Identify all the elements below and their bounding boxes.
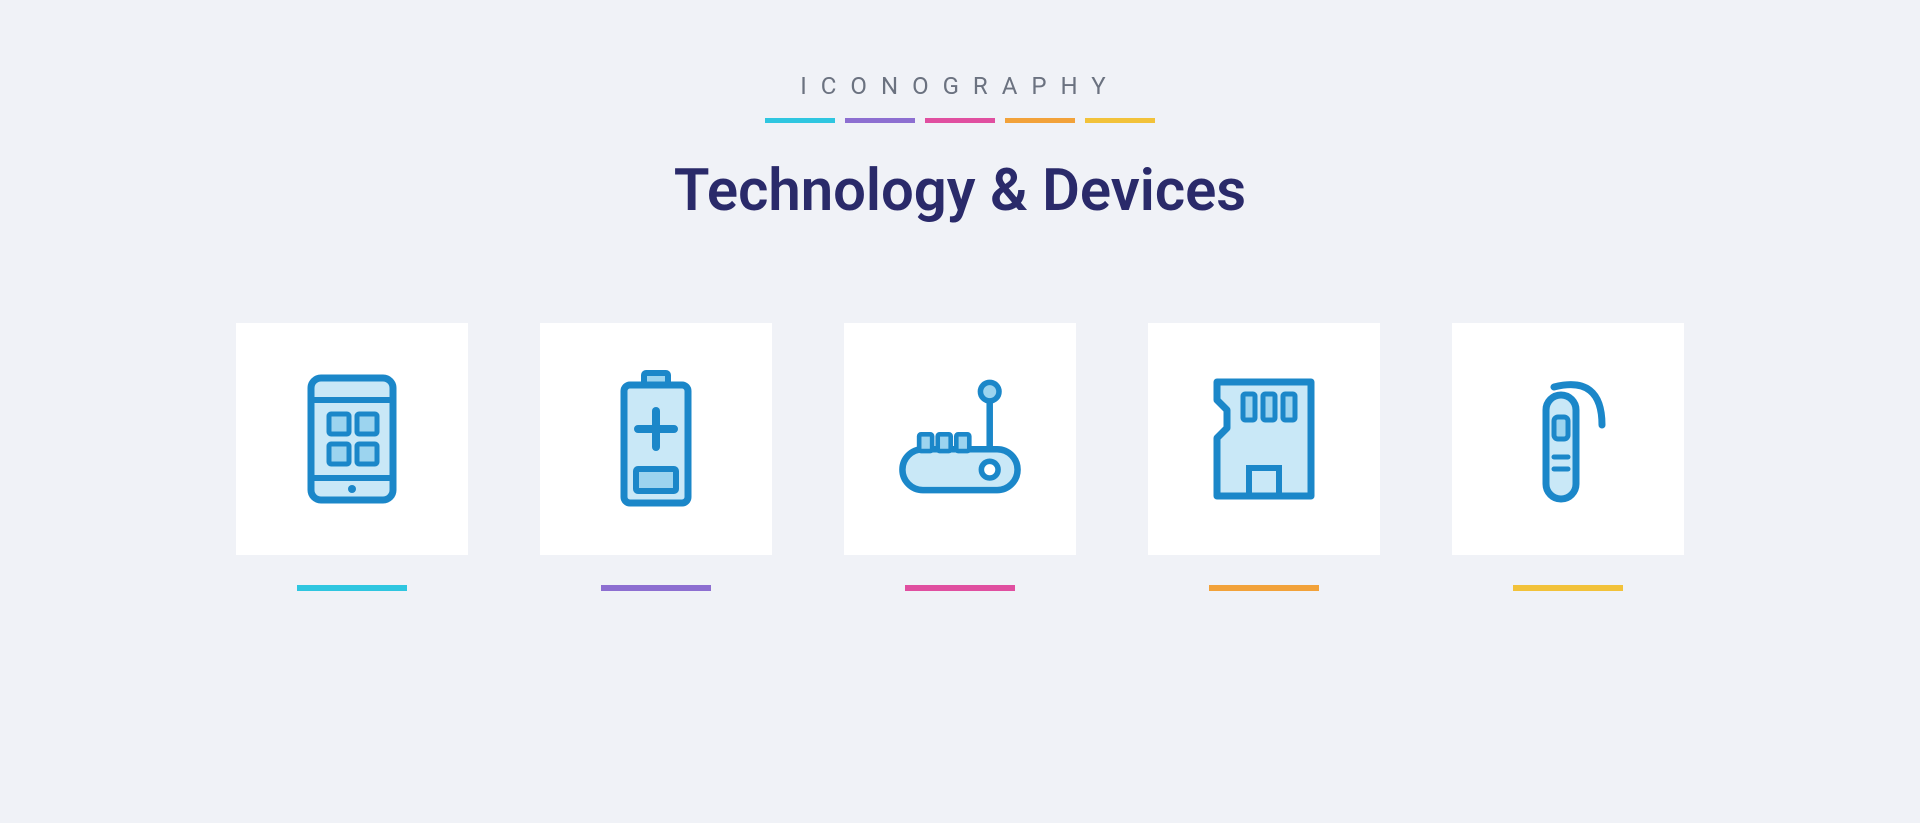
icon-card-joystick [844,323,1076,591]
icon-card-sdcard [1148,323,1380,591]
icon-tile [236,323,468,555]
brand-label: ICONOGRAPHY [800,72,1119,100]
joystick-icon [895,374,1025,504]
icon-tile [1452,323,1684,555]
icon-tile [844,323,1076,555]
page-title: Technology & Devices [674,157,1246,225]
underline-5 [1085,118,1155,123]
card-accent-bar [905,585,1015,591]
underline-3 [925,118,995,123]
card-accent-bar [601,585,711,591]
card-accent-bar [1513,585,1623,591]
card-accent-bar [1209,585,1319,591]
bluetooth-headset-icon [1503,374,1633,504]
icon-row [236,323,1684,591]
icon-tile [1148,323,1380,555]
underline-1 [765,118,835,123]
battery-plus-icon [591,374,721,504]
icon-card-headset [1452,323,1684,591]
underline-2 [845,118,915,123]
underline-4 [1005,118,1075,123]
mobile-app-icon [287,374,417,504]
icon-tile [540,323,772,555]
brand-underlines [765,118,1155,123]
icon-card-battery [540,323,772,591]
sd-card-icon [1199,374,1329,504]
icon-card-mobile [236,323,468,591]
card-accent-bar [297,585,407,591]
